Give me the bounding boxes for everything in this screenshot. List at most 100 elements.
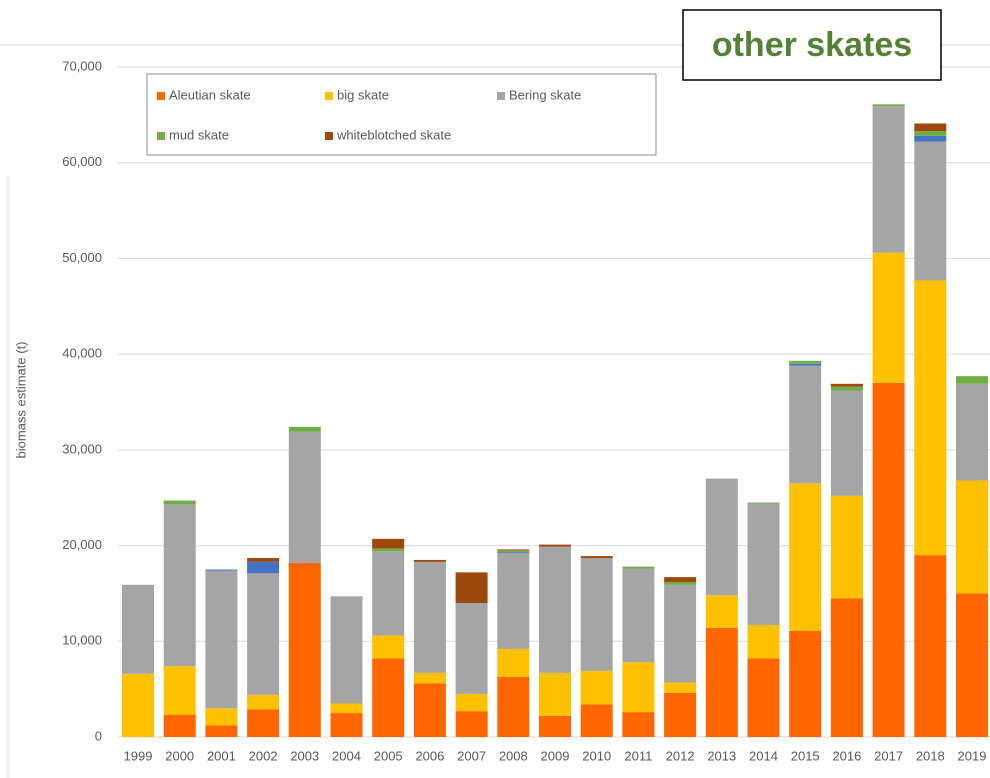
legend: Aleutian skate big skate Bering skate mud s… bbox=[146, 73, 657, 156]
bar-segment bbox=[622, 662, 655, 713]
y-tick-label: 20,000 bbox=[62, 537, 102, 552]
bar-segment bbox=[413, 561, 446, 673]
bar-segment bbox=[664, 584, 697, 683]
bar-segment bbox=[205, 725, 238, 737]
bar-segment bbox=[163, 666, 196, 715]
bar-segment bbox=[580, 558, 613, 671]
bar-segment bbox=[330, 703, 363, 714]
bar-segment bbox=[664, 692, 697, 737]
x-tick-label: 2004 bbox=[332, 748, 361, 763]
x-tick-label: 2008 bbox=[499, 748, 528, 763]
bar-segment bbox=[288, 562, 321, 737]
bar-segment bbox=[497, 648, 530, 677]
bar-segment bbox=[247, 573, 280, 695]
bar-segment bbox=[455, 693, 488, 712]
bar-segment bbox=[247, 558, 280, 562]
bar-segment bbox=[205, 570, 238, 709]
bar-segment bbox=[205, 708, 238, 726]
bar-segment bbox=[789, 360, 822, 364]
bar-segment bbox=[539, 715, 571, 737]
bar-segment bbox=[413, 672, 446, 684]
bar-segment bbox=[747, 625, 780, 659]
bar-segment bbox=[163, 504, 196, 667]
grid: 0 10,000 20,000 30,000 40,000 50,000 60,000 70,… bbox=[62, 58, 990, 763]
bar-segment bbox=[372, 551, 405, 636]
bar-segment bbox=[163, 500, 196, 505]
bar-segment bbox=[247, 709, 280, 737]
bar-segment bbox=[956, 376, 988, 384]
title-box bbox=[682, 9, 942, 81]
bar-segment bbox=[330, 596, 363, 704]
bar-segment bbox=[747, 658, 780, 737]
bar-segment bbox=[497, 553, 530, 649]
bar-segment bbox=[789, 365, 822, 484]
bar-segment bbox=[872, 104, 905, 107]
bar-segment bbox=[455, 603, 488, 694]
bar-segment bbox=[872, 106, 905, 253]
bar-segment bbox=[372, 658, 405, 737]
x-tick-label: 2017 bbox=[874, 748, 903, 763]
bar-segment bbox=[247, 694, 280, 710]
legend-label: Bering skate bbox=[509, 87, 581, 102]
x-tick-label: 2001 bbox=[207, 748, 236, 763]
bar-segment bbox=[872, 252, 905, 383]
legend-swatch bbox=[157, 132, 165, 140]
legend-swatch bbox=[497, 92, 505, 100]
bar-segment bbox=[664, 682, 697, 693]
bar-segment bbox=[455, 572, 488, 603]
bar-segment bbox=[247, 561, 280, 574]
x-tick-label: 2003 bbox=[290, 748, 319, 763]
legend-swatch bbox=[157, 92, 165, 100]
bar-segment bbox=[914, 135, 947, 142]
bar-segment bbox=[914, 141, 947, 281]
legend-label: mud skate bbox=[169, 127, 229, 142]
x-tick-label: 2015 bbox=[791, 748, 820, 763]
bar-segment bbox=[122, 673, 154, 737]
legend-label: Aleutian skate bbox=[169, 87, 251, 102]
bar-segment bbox=[288, 426, 321, 432]
bar-segment bbox=[122, 584, 154, 674]
bars bbox=[122, 104, 988, 737]
legend-swatch bbox=[325, 132, 333, 140]
bar-segment bbox=[705, 627, 738, 737]
legend-box bbox=[146, 73, 657, 156]
bar-segment bbox=[789, 483, 822, 631]
bar-segment bbox=[205, 569, 238, 571]
x-tick-label: 2010 bbox=[582, 748, 611, 763]
x-tick-label: 2000 bbox=[165, 748, 194, 763]
bar-segment bbox=[872, 382, 905, 737]
x-tick-label: 2014 bbox=[749, 748, 778, 763]
bar-segment bbox=[914, 555, 947, 737]
bar-segment bbox=[497, 550, 530, 553]
y-tick-label: 0 bbox=[95, 728, 102, 743]
bar-segment bbox=[830, 386, 863, 391]
y-tick-label: 60,000 bbox=[62, 154, 102, 169]
bar-segment bbox=[163, 714, 196, 737]
bar-segment bbox=[664, 581, 697, 585]
x-tick-label: 2013 bbox=[707, 748, 736, 763]
bar-segment bbox=[580, 670, 613, 705]
bar-segment bbox=[413, 683, 446, 737]
x-tick-label: 2011 bbox=[624, 748, 652, 763]
bar-segment bbox=[914, 131, 947, 136]
x-tick-label: 2005 bbox=[374, 748, 403, 763]
bar-segment bbox=[956, 383, 988, 481]
y-tick-label: 40,000 bbox=[62, 346, 102, 361]
y-tick-label: 30,000 bbox=[62, 441, 102, 456]
bar-segment bbox=[497, 549, 530, 551]
bar-segment bbox=[705, 478, 738, 596]
bar-segment bbox=[580, 704, 613, 737]
x-tick-label: 2016 bbox=[832, 748, 861, 763]
legend-swatch bbox=[325, 92, 333, 100]
x-tick-label: 2002 bbox=[249, 748, 278, 763]
bar-segment bbox=[830, 598, 863, 737]
bar-segment bbox=[914, 280, 947, 556]
bar-segment bbox=[330, 713, 363, 737]
bar-segment bbox=[705, 595, 738, 628]
x-tick-label: 2012 bbox=[666, 748, 695, 763]
bar-segment bbox=[372, 548, 405, 552]
bar-segment bbox=[622, 566, 655, 569]
y-axis-label: biomass estimate (t) bbox=[13, 341, 28, 458]
bar-segment bbox=[664, 577, 697, 582]
